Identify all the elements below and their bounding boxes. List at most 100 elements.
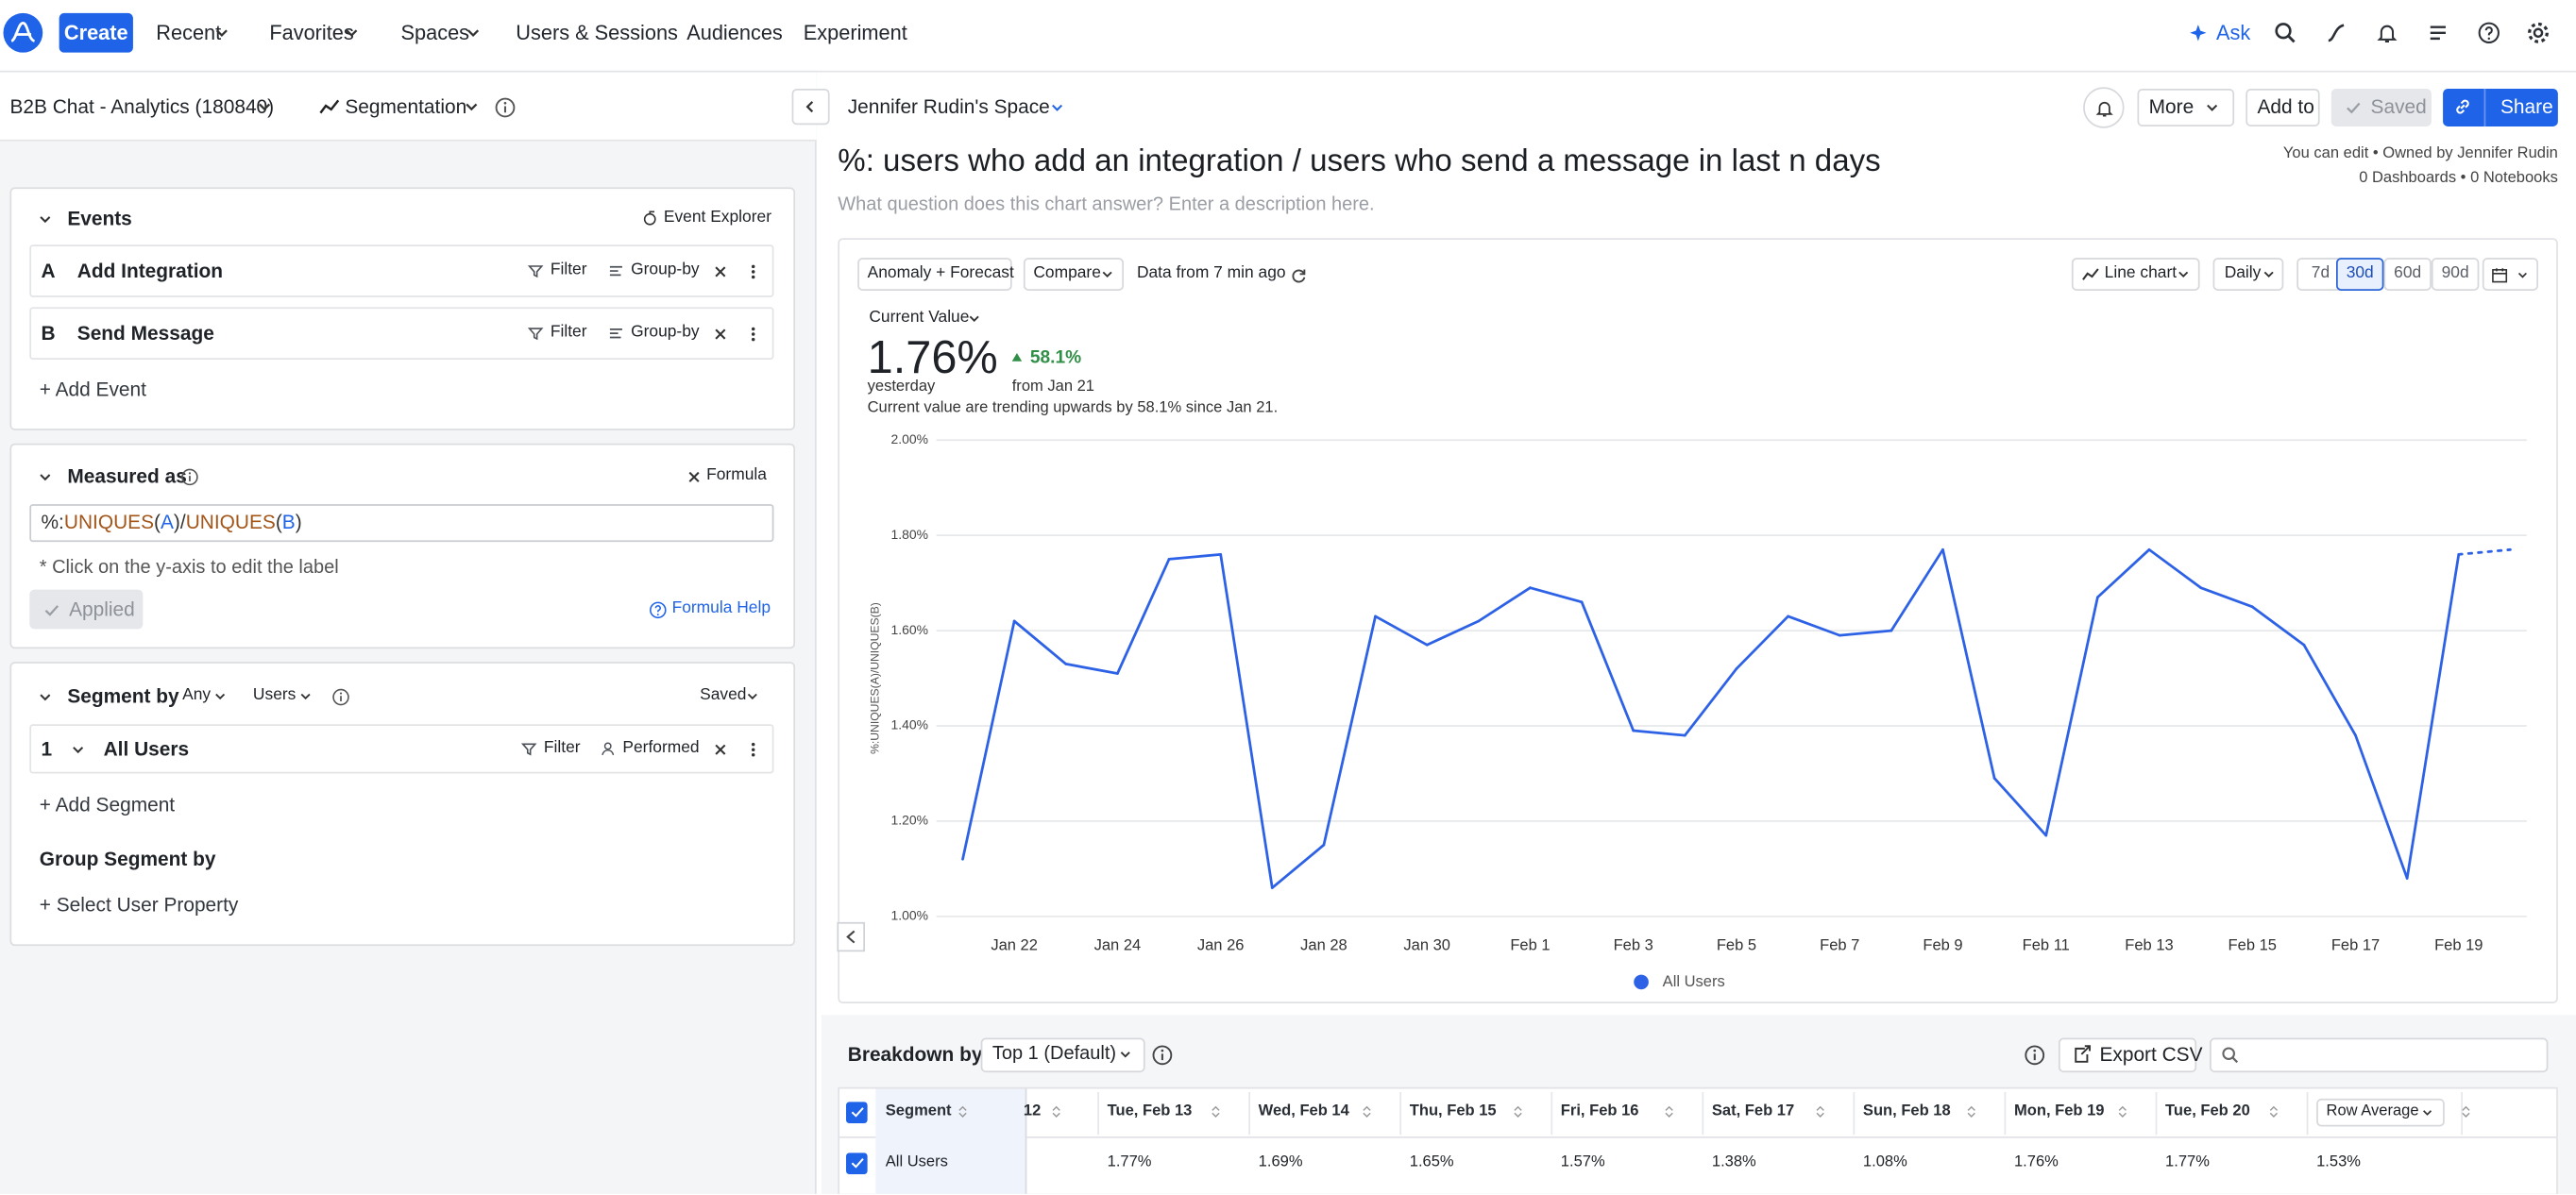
more-icon	[751, 742, 754, 756]
search-icon	[2275, 23, 2296, 43]
chart-title: %: users who add an integration / users …	[838, 144, 1881, 179]
compare-button[interactable]	[1023, 258, 1125, 291]
segment-column	[875, 1088, 1027, 1194]
saved-select[interactable]: Saved	[700, 686, 747, 705]
event-name: Send Message	[76, 322, 214, 345]
formula-button[interactable]: Formula	[706, 466, 767, 485]
column-header[interactable]: Tue, Feb 20	[2165, 1102, 2250, 1120]
space-name[interactable]: Jennifer Rudin's Space	[847, 94, 1050, 119]
nav-chevron	[215, 29, 228, 38]
table-cell: 1.57%	[1560, 1153, 1605, 1171]
column-header[interactable]: Wed, Feb 14	[1258, 1102, 1349, 1120]
more-button[interactable]	[2137, 88, 2235, 126]
check-icon	[2346, 101, 2360, 113]
column-header[interactable]: Sun, Feb 18	[1862, 1102, 1951, 1120]
nav-item[interactable]: Recent	[156, 21, 222, 44]
column-header[interactable]: Segment	[885, 1102, 952, 1120]
info-icon	[494, 96, 515, 117]
description[interactable]: What question does this chart answer? En…	[838, 195, 1375, 215]
event-letter: A	[41, 259, 56, 283]
applied-button[interactable]	[29, 589, 144, 630]
info-icon	[180, 467, 197, 485]
column-header[interactable]: Tue, Feb 13	[1107, 1102, 1193, 1120]
check-mark	[850, 1158, 863, 1169]
segment-row[interactable]	[29, 724, 774, 774]
row-average-select[interactable]	[2316, 1098, 2445, 1127]
table-cell: 1.76%	[2013, 1153, 2059, 1171]
event-row[interactable]	[29, 244, 774, 297]
saved: Saved	[2370, 94, 2427, 119]
column-divider	[1097, 1091, 1099, 1136]
event-letter: B	[41, 322, 56, 345]
filter[interactable]: Filter	[550, 261, 587, 279]
collapse-button[interactable]	[791, 88, 830, 126]
nav-chevron	[467, 29, 480, 38]
nav-item[interactable]: Experiment	[803, 21, 907, 44]
select-property[interactable]: + Select User Property	[39, 893, 239, 917]
more-icon	[751, 263, 754, 278]
export-button[interactable]	[2058, 1037, 2197, 1073]
filter[interactable]: Filter	[543, 738, 581, 758]
checkbox[interactable]	[845, 1152, 868, 1174]
summary-label[interactable]: Current Value	[869, 309, 970, 328]
sort-icon	[1665, 1105, 1673, 1118]
filter[interactable]: Filter	[550, 323, 587, 342]
column-header[interactable]: 12	[1023, 1102, 1042, 1120]
column-header[interactable]: Fri, Feb 16	[1560, 1102, 1639, 1120]
anomaly-button[interactable]	[857, 258, 1012, 291]
group-by[interactable]: Group-by	[631, 323, 700, 342]
more: More	[2148, 94, 2195, 119]
formula-part: (	[275, 511, 282, 534]
add-to-button[interactable]	[2246, 88, 2320, 126]
event-row[interactable]	[29, 307, 774, 361]
column-header[interactable]: Mon, Feb 19	[2013, 1102, 2105, 1120]
bell-icon	[2377, 25, 2398, 42]
chart-kind[interactable]: Segmentation	[345, 94, 467, 119]
performed[interactable]: Performed	[622, 738, 700, 758]
formula-x	[687, 471, 699, 482]
event-explorer[interactable]: Event Explorer	[663, 208, 771, 227]
sort-icon	[2462, 1105, 2470, 1118]
column-header[interactable]: Thu, Feb 15	[1409, 1102, 1497, 1120]
search-box[interactable]	[2210, 1037, 2549, 1073]
note: * Click on the y-axis to edit the label	[39, 558, 339, 579]
formula-part: A	[160, 511, 174, 534]
users-select[interactable]: Users	[252, 686, 297, 705]
table-cell: 1.53%	[2316, 1153, 2361, 1171]
checkbox[interactable]	[845, 1101, 868, 1123]
range-button[interactable]	[2431, 258, 2480, 291]
nav-item[interactable]: Favorites	[269, 21, 354, 44]
remove-icon	[714, 743, 725, 754]
ask[interactable]: Ask	[2215, 21, 2251, 44]
add-event[interactable]: + Add Event	[39, 378, 146, 401]
chevron	[1051, 103, 1062, 110]
bell-button[interactable]	[2083, 87, 2125, 128]
column-header[interactable]: Sat, Feb 17	[1711, 1102, 1795, 1120]
logo[interactable]	[2, 11, 44, 54]
formula-help[interactable]: Formula Help	[671, 599, 771, 618]
help-icon	[2478, 22, 2500, 43]
nav-item[interactable]: Users & Sessions	[516, 21, 678, 44]
create-button[interactable]: Create	[59, 12, 133, 53]
range-button[interactable]	[2383, 258, 2432, 291]
range: 60d	[2394, 264, 2422, 283]
range-button[interactable]	[2335, 258, 2384, 291]
formula-input[interactable]	[29, 504, 774, 543]
group-title: Group Segment by	[39, 847, 216, 871]
more-icon	[751, 326, 754, 341]
column-header[interactable]: Row Average	[2326, 1102, 2419, 1120]
summary-change: 58.1%	[1029, 347, 1082, 368]
sort-icon	[1212, 1105, 1220, 1118]
nav-item[interactable]: Spaces	[400, 21, 470, 44]
share-divider	[2483, 88, 2486, 126]
segment-name: All Users	[103, 737, 190, 761]
events-card	[9, 187, 796, 430]
breakdown-label: Breakdown by:	[847, 1042, 990, 1067]
chart-type: Line chart	[2104, 264, 2178, 283]
group-by[interactable]: Group-by	[631, 261, 700, 279]
any-select[interactable]: Any	[182, 686, 212, 705]
chevron	[2422, 1109, 2432, 1116]
add-segment[interactable]: + Add Segment	[39, 793, 176, 816]
nav-item[interactable]: Audiences	[686, 21, 783, 44]
breakdown-select[interactable]	[980, 1037, 1145, 1073]
